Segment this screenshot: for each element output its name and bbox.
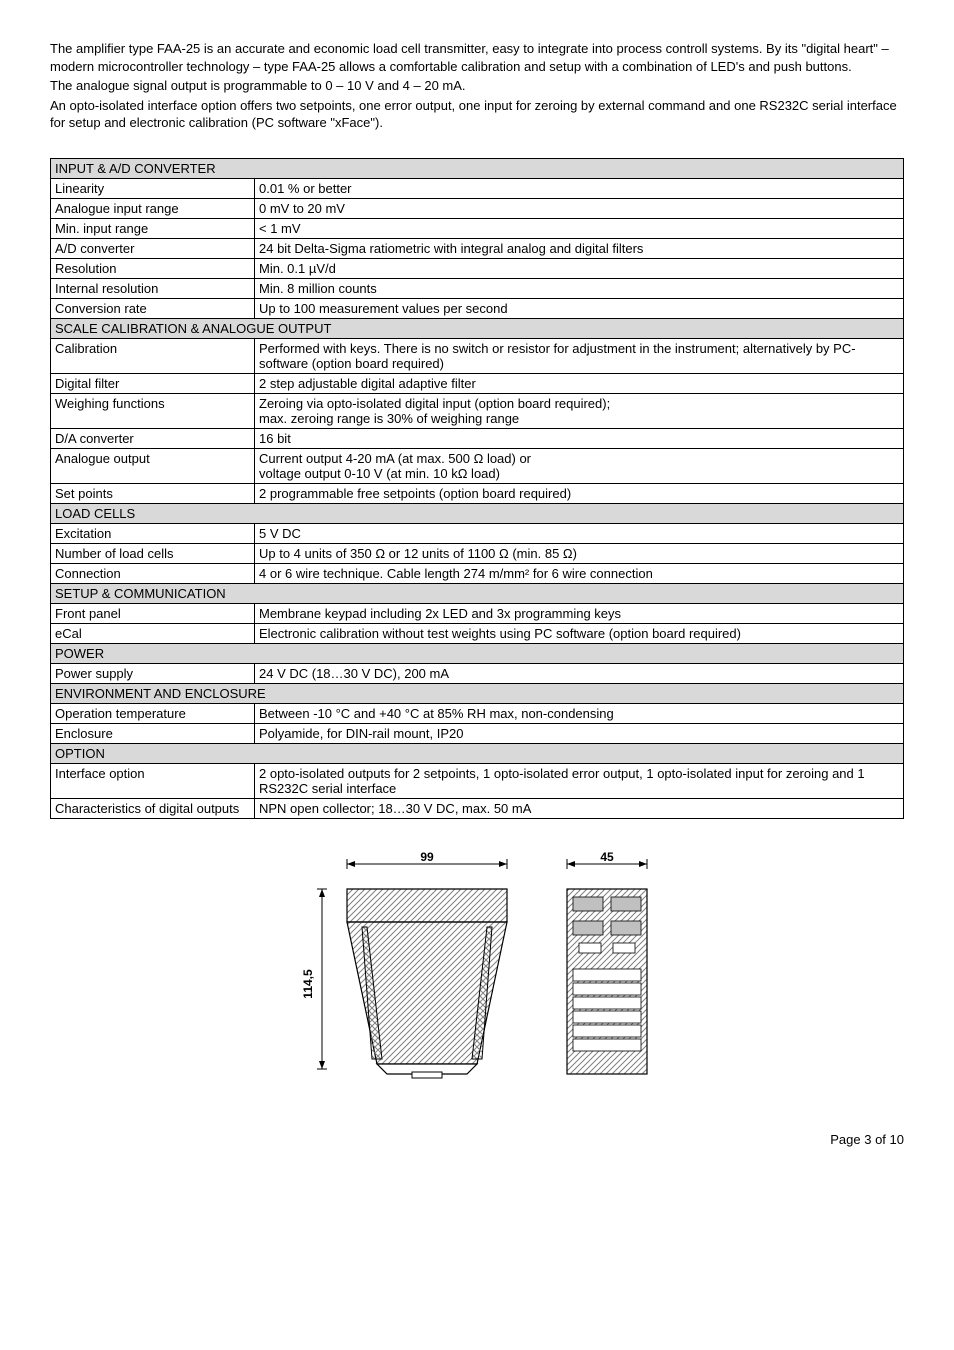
row-value: 2 step adjustable digital adaptive filte… xyxy=(255,373,904,393)
row-value: Performed with keys. There is no switch … xyxy=(255,338,904,373)
section-header: SCALE CALIBRATION & ANALOGUE OUTPUT xyxy=(51,318,904,338)
table-row: Analogue outputCurrent output 4-20 mA (a… xyxy=(51,448,904,483)
intro-text: The amplifier type FAA-25 is an accurate… xyxy=(50,40,904,132)
diagram-svg: 99 114,5 45 xyxy=(267,849,687,1089)
row-label: Connection xyxy=(51,563,255,583)
row-label: Set points xyxy=(51,483,255,503)
table-row: Analogue input range0 mV to 20 mV xyxy=(51,198,904,218)
row-value: 24 V DC (18…30 V DC), 200 mA xyxy=(255,663,904,683)
row-label: Interface option xyxy=(51,763,255,798)
row-label: Resolution xyxy=(51,258,255,278)
spec-table: INPUT & A/D CONVERTERLinearity0.01 % or … xyxy=(50,158,904,819)
row-label: Analogue output xyxy=(51,448,255,483)
row-label: Weighing functions xyxy=(51,393,255,428)
table-row: Digital filter2 step adjustable digital … xyxy=(51,373,904,393)
row-value: Current output 4-20 mA (at max. 500 Ω lo… xyxy=(255,448,904,483)
table-row: Operation temperatureBetween -10 °C and … xyxy=(51,703,904,723)
section-header: LOAD CELLS xyxy=(51,503,904,523)
row-label: Conversion rate xyxy=(51,298,255,318)
row-value: NPN open collector; 18…30 V DC, max. 50 … xyxy=(255,798,904,818)
row-value: 5 V DC xyxy=(255,523,904,543)
row-label: Power supply xyxy=(51,663,255,683)
front-view: 45 xyxy=(567,850,647,1074)
table-row: Power supply24 V DC (18…30 V DC), 200 mA xyxy=(51,663,904,683)
table-row: Front panelMembrane keypad including 2x … xyxy=(51,603,904,623)
row-value: 24 bit Delta-Sigma ratiometric with inte… xyxy=(255,238,904,258)
row-value: 0 mV to 20 mV xyxy=(255,198,904,218)
dimension-diagrams: 99 114,5 45 xyxy=(50,849,904,1092)
row-value: Electronic calibration without test weig… xyxy=(255,623,904,643)
row-label: Characteristics of digital outputs xyxy=(51,798,255,818)
table-row: Min. input range< 1 mV xyxy=(51,218,904,238)
section-header: OPTION xyxy=(51,743,904,763)
intro-p3: An opto-isolated interface option offers… xyxy=(50,97,904,132)
section-header: POWER xyxy=(51,643,904,663)
row-value: Between -10 °C and +40 °C at 85% RH max,… xyxy=(255,703,904,723)
row-value: 2 opto-isolated outputs for 2 setpoints,… xyxy=(255,763,904,798)
row-value: Membrane keypad including 2x LED and 3x … xyxy=(255,603,904,623)
side-view: 99 114,5 xyxy=(301,850,507,1078)
table-row: Weighing functionsZeroing via opto-isola… xyxy=(51,393,904,428)
intro-p1: The amplifier type FAA-25 is an accurate… xyxy=(50,40,904,75)
row-label: Linearity xyxy=(51,178,255,198)
table-row: Interface option2 opto-isolated outputs … xyxy=(51,763,904,798)
table-row: Characteristics of digital outputsNPN op… xyxy=(51,798,904,818)
dim-width-label: 99 xyxy=(420,850,434,864)
row-label: Excitation xyxy=(51,523,255,543)
row-value: Min. 0.1 µV/d xyxy=(255,258,904,278)
row-label: Enclosure xyxy=(51,723,255,743)
section-header: SETUP & COMMUNICATION xyxy=(51,583,904,603)
row-value: Up to 100 measurement values per second xyxy=(255,298,904,318)
row-label: Digital filter xyxy=(51,373,255,393)
table-row: ResolutionMin. 0.1 µV/d xyxy=(51,258,904,278)
row-value: 4 or 6 wire technique. Cable length 274 … xyxy=(255,563,904,583)
table-row: Number of load cellsUp to 4 units of 350… xyxy=(51,543,904,563)
table-row: Set points2 programmable free setpoints … xyxy=(51,483,904,503)
table-row: Linearity0.01 % or better xyxy=(51,178,904,198)
section-header: INPUT & A/D CONVERTER xyxy=(51,158,904,178)
section-header: ENVIRONMENT AND ENCLOSURE xyxy=(51,683,904,703)
row-value: < 1 mV xyxy=(255,218,904,238)
table-row: EnclosurePolyamide, for DIN-rail mount, … xyxy=(51,723,904,743)
table-row: Conversion rateUp to 100 measurement val… xyxy=(51,298,904,318)
row-label: Internal resolution xyxy=(51,278,255,298)
row-value: 0.01 % or better xyxy=(255,178,904,198)
row-value: Min. 8 million counts xyxy=(255,278,904,298)
row-value: Up to 4 units of 350 Ω or 12 units of 11… xyxy=(255,543,904,563)
row-value: 2 programmable free setpoints (option bo… xyxy=(255,483,904,503)
page-footer: Page 3 of 10 xyxy=(50,1132,904,1147)
row-label: Front panel xyxy=(51,603,255,623)
row-label: Calibration xyxy=(51,338,255,373)
table-row: eCalElectronic calibration without test … xyxy=(51,623,904,643)
table-row: Excitation5 V DC xyxy=(51,523,904,543)
table-row: Internal resolutionMin. 8 million counts xyxy=(51,278,904,298)
table-row: A/D converter24 bit Delta-Sigma ratiomet… xyxy=(51,238,904,258)
row-label: A/D converter xyxy=(51,238,255,258)
table-row: Connection4 or 6 wire technique. Cable l… xyxy=(51,563,904,583)
row-label: Min. input range xyxy=(51,218,255,238)
row-label: Analogue input range xyxy=(51,198,255,218)
dim-front-label: 45 xyxy=(600,850,614,864)
row-label: Number of load cells xyxy=(51,543,255,563)
table-row: CalibrationPerformed with keys. There is… xyxy=(51,338,904,373)
table-row: D/A converter16 bit xyxy=(51,428,904,448)
row-value: Polyamide, for DIN-rail mount, IP20 xyxy=(255,723,904,743)
row-label: eCal xyxy=(51,623,255,643)
dim-height-label: 114,5 xyxy=(301,969,315,999)
intro-p2: The analogue signal output is programmab… xyxy=(50,77,904,95)
row-value: 16 bit xyxy=(255,428,904,448)
row-label: Operation temperature xyxy=(51,703,255,723)
row-value: Zeroing via opto-isolated digital input … xyxy=(255,393,904,428)
row-label: D/A converter xyxy=(51,428,255,448)
